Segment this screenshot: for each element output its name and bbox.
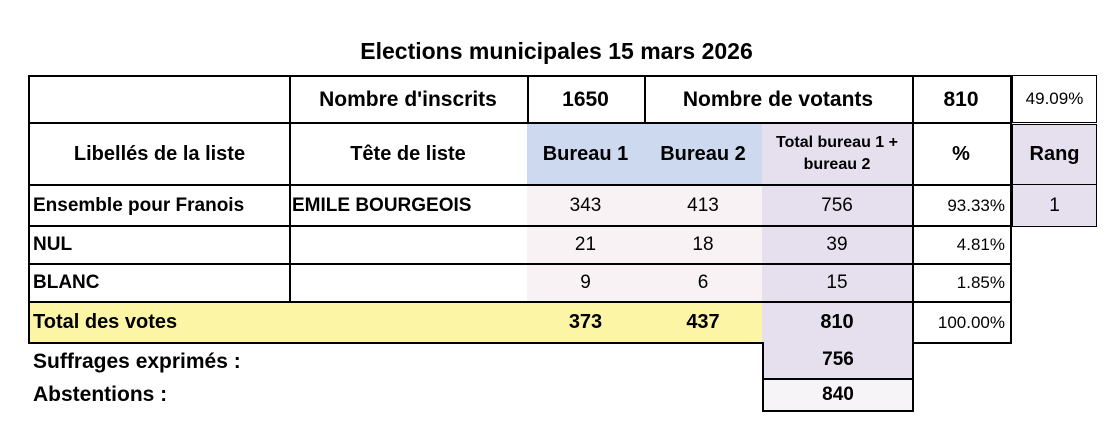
totals-pct: 100.00% [912, 301, 1012, 344]
totals-label: Total des votes [28, 301, 291, 344]
row-bureau1: 9 [527, 263, 646, 303]
row-pct: 93.33% [912, 184, 1012, 227]
row-tete [289, 263, 529, 303]
row-tete: EMILE BOURGEOIS [289, 184, 529, 227]
blank-cell [28, 75, 291, 124]
votants-label: Nombre de votants [644, 75, 914, 124]
row-pct: 4.81% [912, 225, 1012, 265]
totals-total: 810 [762, 301, 914, 344]
row-bureau1: 343 [527, 184, 646, 227]
header-bureau1: Bureau 1 [527, 122, 646, 186]
row-bureau2: 18 [644, 225, 764, 265]
totals-tete [289, 301, 529, 344]
header-tete: Tête de liste [289, 122, 529, 186]
header-pct: % [912, 122, 1012, 186]
row-bureau1: 21 [527, 225, 646, 265]
row-rang: 1 [1012, 184, 1097, 227]
row-total: 39 [762, 225, 914, 265]
inscrits-value: 1650 [527, 75, 646, 124]
header-rang: Rang [1012, 124, 1097, 185]
totals-bureau1: 373 [527, 301, 646, 344]
row-bureau2: 413 [644, 184, 764, 227]
exprimes-label: Suffrages exprimés : [33, 350, 241, 373]
header-libelles: Libellés de la liste [28, 122, 291, 186]
row-libelle: NUL [28, 225, 291, 265]
row-libelle: Ensemble pour Franois [28, 184, 291, 227]
row-pct: 1.85% [912, 263, 1012, 303]
page-title: Elections municipales 15 mars 2026 [360, 38, 753, 64]
abstentions-value: 840 [762, 378, 914, 412]
row-total: 15 [762, 263, 914, 303]
votants-value: 810 [912, 75, 1012, 124]
header-total: Total bureau 1 + bureau 2 [762, 122, 914, 186]
participation-rate: 49.09% [1012, 75, 1097, 123]
exprimes-value: 756 [762, 342, 914, 380]
row-total: 756 [762, 184, 914, 227]
row-tete [289, 225, 529, 265]
inscrits-label: Nombre d'inscrits [289, 75, 529, 124]
row-libelle: BLANC [28, 263, 291, 303]
header-bureau2: Bureau 2 [644, 122, 764, 186]
totals-bureau2: 437 [644, 301, 764, 344]
row-bureau2: 6 [644, 263, 764, 303]
abstentions-label: Abstentions : [33, 383, 168, 406]
